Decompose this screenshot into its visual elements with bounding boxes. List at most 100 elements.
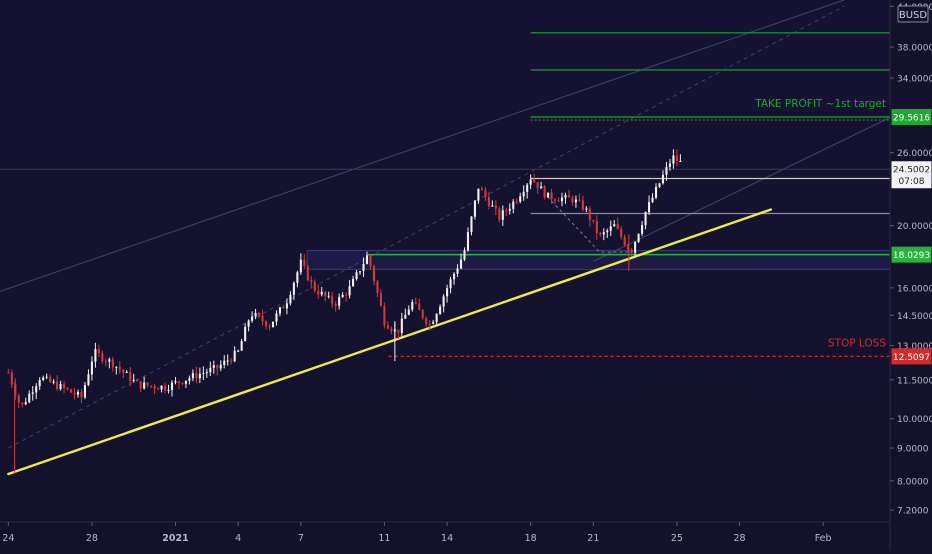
candle-body [310, 280, 313, 282]
channel-mid-line [8, 5, 845, 449]
candle-180 [634, 241, 637, 258]
candle-94 [334, 301, 337, 312]
candle-body [237, 350, 240, 352]
candle-body [606, 230, 609, 233]
candle-106 [376, 279, 379, 298]
candle-150 [529, 174, 532, 190]
candle-152 [536, 182, 539, 194]
candle-body [609, 226, 612, 231]
candle-body [588, 208, 591, 220]
candle-body [83, 385, 87, 398]
candle-79 [282, 304, 285, 309]
candle-body [146, 382, 149, 386]
candle-61 [219, 360, 222, 372]
candle-body [473, 200, 476, 217]
candle-34 [125, 370, 128, 373]
candle-body [258, 312, 261, 316]
candle-77 [275, 310, 278, 326]
candle-107 [379, 289, 382, 307]
candle-69 [247, 319, 250, 332]
candle-4 [21, 402, 24, 408]
candle-body [230, 360, 233, 362]
candle-156 [550, 188, 553, 204]
candle-128 [453, 272, 456, 285]
candle-26 [97, 344, 100, 357]
level-text-take-profit: TAKE PROFIT ~1st target [754, 98, 886, 110]
candle-body [435, 314, 438, 323]
candle-body [198, 373, 201, 379]
price-tick-label: 14.5000 [897, 312, 932, 322]
horizontal-levels[interactable]: TAKE PROFIT ~1st target STOP LOSS [367, 32, 890, 358]
instrument-label-box[interactable] [897, 5, 929, 23]
candle-187 [658, 182, 661, 188]
pattern-line [547, 196, 631, 253]
candle-body [484, 190, 487, 198]
candle-1 [10, 369, 13, 389]
trendline[interactable] [7, 208, 773, 476]
candle-body [411, 301, 414, 310]
candle-body [111, 359, 114, 368]
candle-body [550, 192, 553, 200]
candle-81 [289, 291, 292, 306]
price-axis-area[interactable] [890, 0, 932, 550]
candle-191 [672, 149, 675, 169]
candle-87 [310, 276, 313, 289]
candle-124 [439, 304, 442, 315]
candle-171 [602, 228, 605, 241]
candle-body [101, 353, 104, 362]
candle-body [320, 291, 323, 295]
time-axis[interactable]: 24 28 2021 4 7 11 14 18 21 25 28 Feb [2, 522, 832, 544]
candle-body [620, 228, 623, 237]
candle-body [470, 216, 473, 233]
candle-body [10, 372, 13, 385]
candle-141 [498, 206, 501, 223]
candle-body [31, 392, 34, 394]
level-text-stop-loss: STOP LOSS [828, 337, 886, 349]
time-tick-label: 28 [734, 533, 746, 544]
candle-body [651, 197, 654, 203]
instrument-label: BUSD [899, 10, 928, 21]
uptrend-line[interactable] [7, 208, 773, 476]
candle-100 [355, 269, 358, 281]
candle-88 [313, 279, 316, 294]
candle-body [139, 381, 142, 389]
candle-body [38, 379, 41, 387]
candle-29 [108, 357, 111, 369]
candle-60 [216, 364, 219, 376]
candle-145 [512, 199, 515, 214]
candle-80 [285, 298, 288, 315]
candle-167 [588, 206, 591, 227]
candle-body [299, 259, 302, 273]
candle-84 [299, 253, 302, 275]
candle-149 [526, 182, 529, 199]
candle-67 [240, 338, 243, 351]
candle-body [466, 232, 470, 251]
channel-lower-line [593, 117, 891, 262]
candle-body [616, 224, 619, 229]
candle-body [557, 200, 560, 202]
candle-91 [324, 290, 327, 302]
candle-body [644, 212, 647, 226]
candle-body [28, 393, 31, 403]
candle-body [498, 208, 501, 220]
candle-body [94, 349, 97, 362]
candle-body [463, 250, 466, 260]
candle-body [223, 360, 226, 365]
candle-8 [35, 383, 38, 400]
candle-82 [292, 281, 295, 301]
price-tick-label: 10.0000 [897, 415, 932, 425]
candle-body [386, 325, 389, 329]
candle-76 [271, 321, 275, 328]
candle-body [59, 383, 62, 390]
candle-163 [574, 195, 577, 208]
candle-104 [369, 254, 372, 270]
candle-148 [522, 185, 525, 201]
candle-body [432, 322, 435, 324]
candle-103 [365, 251, 369, 265]
candle-body [512, 201, 515, 209]
time-axis-area[interactable] [0, 522, 890, 550]
candle-body [45, 376, 48, 378]
candle-body [76, 391, 80, 395]
candle-22 [83, 382, 87, 400]
